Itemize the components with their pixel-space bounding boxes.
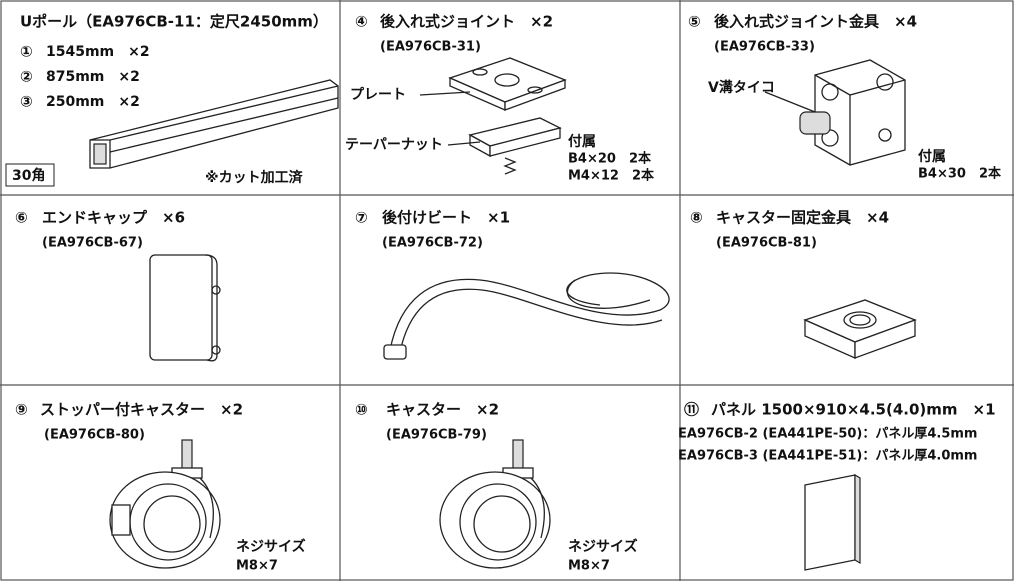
code: (EA976CB-81): [716, 236, 817, 251]
caster-drawing: [439, 439, 551, 569]
number: ④: [355, 13, 368, 31]
title: Uポール（EA976CB-11：定尺2450mm）: [20, 13, 328, 31]
code: (EA976CB-72): [382, 236, 483, 251]
caster-drawing: [109, 439, 221, 569]
title: 後付けビート ×1: [381, 209, 510, 227]
note: ※カット加工済: [205, 169, 304, 186]
code: (EA976CB-33): [714, 40, 815, 55]
title: キャスター固定金具 ×4: [716, 209, 889, 227]
code: (EA976CB-31): [380, 40, 481, 55]
title: キャスター ×2: [386, 401, 499, 419]
number: ⑦: [355, 209, 368, 227]
panel-drawing: [804, 473, 861, 571]
code: (EA976CB-80): [44, 428, 145, 443]
number: ⑪: [684, 401, 699, 419]
endcap-drawing: [149, 254, 221, 362]
screw-heading: ネジサイズ: [236, 538, 306, 555]
caster-plate-drawing: [803, 299, 917, 359]
item-number: ②: [20, 68, 33, 86]
title: 後入れ式ジョイント ×2: [379, 13, 553, 31]
spec-line: EA976CB-3 (EA441PE-51)：パネル厚4.0mm: [678, 448, 977, 464]
item-text: 1545mm ×2: [46, 44, 150, 60]
spec-line: EA976CB-2 (EA441PE-50)：パネル厚4.5mm: [678, 426, 977, 442]
item-text: 250mm ×2: [46, 94, 140, 110]
joint-drawing: [419, 57, 567, 175]
number: ⑥: [15, 209, 28, 227]
bead-drawing: [383, 272, 670, 360]
title: エンドキャップ ×6: [42, 209, 185, 227]
accessory-heading: 付属: [918, 148, 946, 165]
label: テーパーナット: [345, 137, 443, 153]
title: パネル 1500×910×4.5(4.0)mm ×1: [711, 401, 996, 419]
badge-box: [5, 163, 55, 187]
label: プレート: [350, 87, 406, 103]
item-number: ③: [20, 93, 33, 111]
accessory-line: B4×20 2本: [568, 151, 651, 167]
screw-size: M8×7: [568, 559, 610, 574]
number: ⑨: [15, 401, 28, 419]
screw-size: M8×7: [236, 559, 278, 574]
number: ⑧: [690, 209, 703, 227]
label: V溝タイコ: [708, 79, 775, 96]
rail-drawing: [89, 79, 339, 169]
number: ⑩: [355, 401, 368, 419]
bracket-drawing: [764, 59, 906, 166]
number: ⑤: [688, 13, 701, 31]
accessory-line: M4×12 2本: [568, 168, 654, 184]
badge: 30角: [12, 167, 45, 184]
accessory-heading: 付属: [568, 133, 596, 150]
title: 後入れ式ジョイント金具 ×4: [713, 13, 917, 31]
screw-heading: ネジサイズ: [568, 538, 638, 555]
accessory-line: B4×30 2本: [918, 166, 1001, 182]
code: (EA976CB-79): [386, 428, 487, 443]
title: ストッパー付キャスター ×2: [40, 401, 243, 419]
item-text: 875mm ×2: [46, 69, 140, 85]
code: (EA976CB-67): [42, 236, 143, 251]
item-number: ①: [20, 43, 33, 61]
